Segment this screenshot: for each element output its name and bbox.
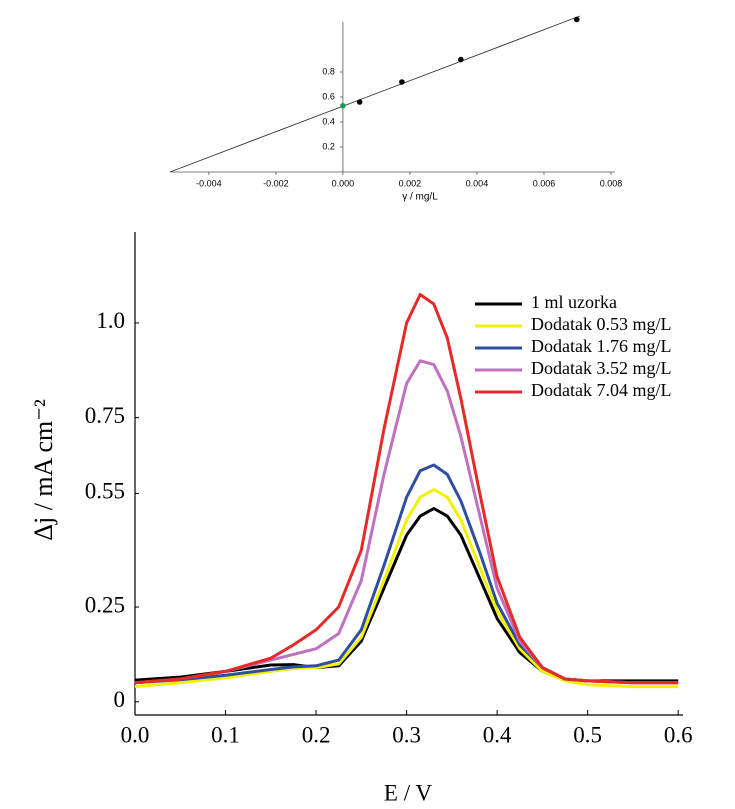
curve [134,488,679,689]
x-tick-label: 0.4 [483,722,512,747]
y-tick-label: 1.0 [96,308,125,333]
data-point [573,16,580,23]
x-tick-label: 0.5 [573,722,602,747]
y-tick-label: 0.2 [322,141,335,151]
main-chart: 0.0 0.1 0.2 0.3 0.4 0.5 0.6 0 0.25 0.55 0.75 1.0 E /… [29,232,693,805]
data-point [340,102,346,109]
inset-chart: -0.004 -0.002 0.000 0.002 0.004 0.006 0.008 0.2… [169,15,623,203]
x-axis-label: E / V [384,780,433,805]
y-tick-label: 0.4 [322,116,335,126]
x-tick-label: 0.004 [466,178,489,188]
x-axis-label: γ / mg/L [402,192,438,203]
curve [134,463,679,685]
x-tick-label: 0.3 [392,722,421,747]
legend-label: 1 ml uzorka [531,292,617,312]
x-tick-label: 0.0 [121,722,150,747]
x-tick-label: 0.1 [211,722,240,747]
legend-label: Dodatak 3.52 mg/L [531,358,671,378]
x-tick-label: 0.006 [533,178,556,188]
data-point [356,99,363,105]
x-tick-label: 0.6 [664,722,693,747]
y-tick-label: 0.55 [85,479,125,504]
x-tick-label: 0.000 [332,178,355,188]
y-tick-label: 0.6 [322,91,335,101]
x-tick-label: -0.004 [196,178,222,188]
data-point [458,56,464,63]
y-tick-label: 0.75 [85,403,125,428]
x-tick-label: 0.2 [302,722,331,747]
legend-label: Dodatak 7.04 mg/L [531,380,671,400]
fit-line [169,15,580,173]
y-tick-label: 0.25 [85,592,125,617]
y-tick-label: 0.8 [322,66,335,76]
data-point [399,79,405,85]
legend-label: Dodatak 0.53 mg/L [531,314,671,334]
curve [134,507,679,683]
y-tick-label: 0 [114,687,126,712]
x-tick-label: 0.008 [600,178,623,188]
x-tick-label: -0.002 [263,178,289,188]
x-tick-label: 0.002 [399,178,422,188]
curve [134,293,679,685]
y-axis-label: Δj / mA cm⁻² [29,399,58,541]
legend-label: Dodatak 1.76 mg/L [531,336,671,356]
